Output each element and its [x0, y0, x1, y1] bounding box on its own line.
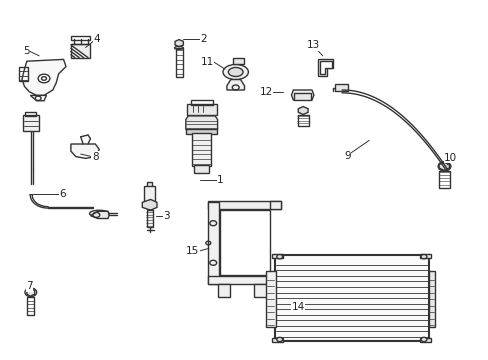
Text: 11: 11	[200, 57, 213, 67]
Bar	[207, 202, 218, 284]
Bar	[186, 129, 217, 134]
Polygon shape	[438, 162, 448, 170]
Text: 2: 2	[200, 34, 207, 44]
Bar	[144, 186, 155, 202]
Text: 14: 14	[291, 302, 304, 312]
Polygon shape	[317, 59, 333, 76]
Text: 9: 9	[343, 150, 350, 161]
Bar	[147, 182, 152, 187]
Circle shape	[276, 337, 282, 342]
Bar	[207, 201, 281, 209]
Text: 5: 5	[22, 46, 29, 56]
Bar	[270, 276, 281, 284]
Bar	[190, 100, 212, 105]
Bar	[297, 115, 308, 126]
Bar	[175, 48, 183, 77]
Polygon shape	[291, 90, 313, 100]
Bar	[272, 338, 283, 342]
Polygon shape	[71, 144, 99, 158]
Bar	[265, 271, 275, 327]
Text: 12: 12	[259, 87, 272, 97]
Circle shape	[276, 255, 282, 259]
Bar	[272, 254, 283, 258]
Bar	[438, 171, 449, 188]
Bar	[19, 67, 28, 81]
Polygon shape	[175, 40, 183, 47]
Ellipse shape	[89, 210, 109, 217]
Bar	[419, 254, 430, 258]
Bar	[233, 58, 244, 64]
Text: 15: 15	[186, 246, 199, 256]
Polygon shape	[185, 116, 217, 130]
Bar	[207, 276, 281, 284]
Bar	[419, 338, 430, 342]
Polygon shape	[22, 59, 66, 95]
Polygon shape	[27, 288, 35, 296]
Text: 10: 10	[444, 153, 456, 163]
Text: 3: 3	[163, 211, 170, 221]
Bar	[186, 104, 216, 115]
Ellipse shape	[223, 64, 248, 80]
Text: 4: 4	[93, 33, 100, 44]
Polygon shape	[319, 61, 331, 74]
Ellipse shape	[228, 68, 243, 77]
Bar	[71, 44, 90, 58]
Bar	[428, 271, 434, 327]
Polygon shape	[90, 211, 109, 219]
Polygon shape	[30, 95, 46, 101]
Bar	[274, 255, 428, 341]
Text: 6: 6	[60, 189, 66, 199]
Bar	[254, 284, 266, 297]
Bar	[270, 201, 281, 209]
Bar	[217, 284, 229, 297]
Bar	[192, 133, 211, 166]
Text: 1: 1	[217, 175, 224, 185]
Bar	[294, 93, 310, 100]
Circle shape	[41, 77, 46, 80]
Bar	[335, 84, 347, 91]
Polygon shape	[298, 107, 307, 114]
Bar	[27, 297, 34, 315]
Circle shape	[420, 255, 426, 259]
Polygon shape	[226, 80, 244, 90]
Bar	[220, 210, 270, 275]
Bar	[194, 165, 209, 173]
Polygon shape	[142, 199, 157, 210]
Bar	[71, 36, 90, 40]
Bar	[25, 112, 36, 116]
Circle shape	[420, 337, 426, 342]
Bar	[23, 115, 39, 131]
Text: 8: 8	[92, 152, 99, 162]
Text: 7: 7	[26, 281, 33, 291]
Bar	[146, 210, 152, 227]
Text: 13: 13	[305, 40, 319, 50]
